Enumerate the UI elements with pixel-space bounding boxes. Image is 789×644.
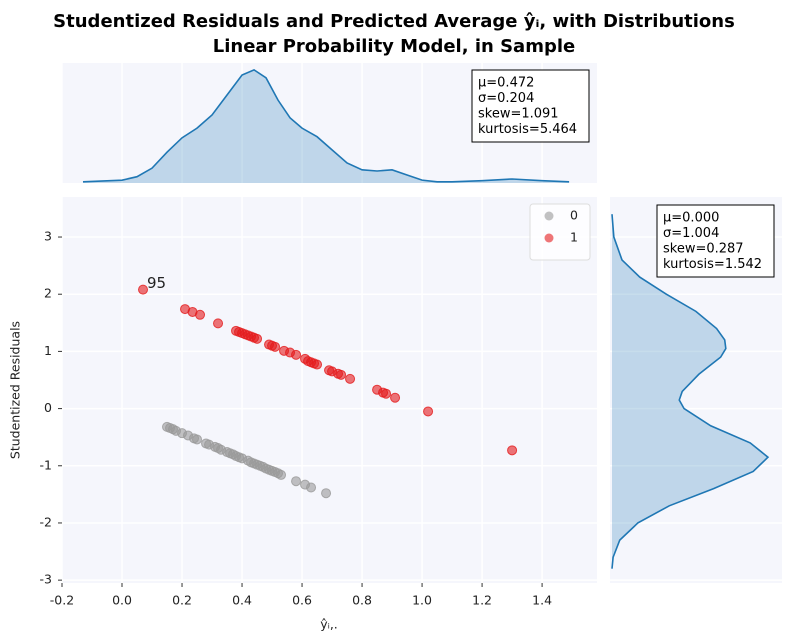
kde-line bbox=[82, 68, 570, 183]
x-tick-label: 0.0 bbox=[112, 593, 132, 608]
y-axis-label: Studentized Residuals bbox=[8, 321, 23, 459]
stats-box bbox=[656, 204, 775, 278]
y-tick-label: -3 bbox=[40, 572, 52, 587]
y-tick-label: 2 bbox=[44, 286, 52, 301]
legend-marker bbox=[544, 233, 554, 243]
stats-text: σ=1.004 bbox=[663, 226, 719, 241]
x-tick-label: 0.8 bbox=[352, 593, 372, 608]
scatter-point bbox=[381, 388, 392, 399]
scatter-point bbox=[291, 476, 302, 487]
legend-box bbox=[529, 203, 591, 261]
x-tick-label: 1.2 bbox=[472, 593, 492, 608]
scatter-point bbox=[270, 341, 281, 352]
x-axis-label: ŷᵢ,. bbox=[320, 617, 338, 632]
y-tick-label: -2 bbox=[40, 514, 52, 529]
scatter-point bbox=[423, 406, 434, 417]
x-tick-label: -0.2 bbox=[50, 593, 74, 608]
scatter-point bbox=[321, 488, 332, 499]
scatter-point bbox=[195, 309, 206, 320]
scatter-point bbox=[192, 434, 203, 445]
legend-label: 1 bbox=[570, 230, 578, 245]
y-tick-label: 1 bbox=[44, 343, 52, 358]
kde-fill bbox=[83, 69, 570, 183]
scatter-point bbox=[507, 445, 518, 456]
stats-text: skew=0.287 bbox=[663, 242, 744, 257]
kde-line bbox=[611, 214, 770, 569]
scatter-point bbox=[312, 359, 323, 370]
legend-label: 0 bbox=[570, 208, 578, 223]
y-tick-label: -1 bbox=[40, 457, 52, 472]
scatter-point bbox=[213, 318, 224, 329]
y-tick-label: 3 bbox=[44, 229, 52, 244]
stats-text: kurtosis=5.464 bbox=[478, 122, 577, 137]
stats-text: skew=1.091 bbox=[478, 107, 559, 122]
stats-box bbox=[471, 69, 590, 143]
x-tick-label: 0.4 bbox=[232, 593, 252, 608]
chart-title: Studentized Residuals and Predicted Aver… bbox=[53, 11, 735, 32]
scatter-point bbox=[291, 349, 302, 360]
main-panel bbox=[62, 197, 597, 583]
x-tick-label: 0.6 bbox=[292, 593, 312, 608]
stats-text: μ=0.000 bbox=[663, 211, 719, 226]
kde-fill bbox=[612, 214, 768, 569]
scatter-point bbox=[345, 373, 356, 384]
scatter-point bbox=[252, 333, 263, 344]
y-tick-label: 0 bbox=[44, 400, 52, 415]
scatter-point bbox=[276, 469, 287, 480]
x-tick-label: 0.2 bbox=[172, 593, 192, 608]
annotation: 95 bbox=[147, 274, 166, 292]
stats-text: kurtosis=1.542 bbox=[663, 257, 762, 272]
scatter-point bbox=[306, 482, 317, 493]
stats-text: σ=0.204 bbox=[478, 91, 534, 106]
scatter-point bbox=[336, 369, 347, 380]
legend-marker bbox=[544, 211, 554, 221]
scatter-point bbox=[138, 284, 149, 295]
x-tick-label: 1.4 bbox=[532, 593, 552, 608]
stats-text: μ=0.472 bbox=[478, 76, 534, 91]
chart-subtitle: Linear Probability Model, in Sample bbox=[213, 36, 575, 57]
x-tick-label: 1.0 bbox=[412, 593, 432, 608]
scatter-point bbox=[390, 392, 401, 403]
